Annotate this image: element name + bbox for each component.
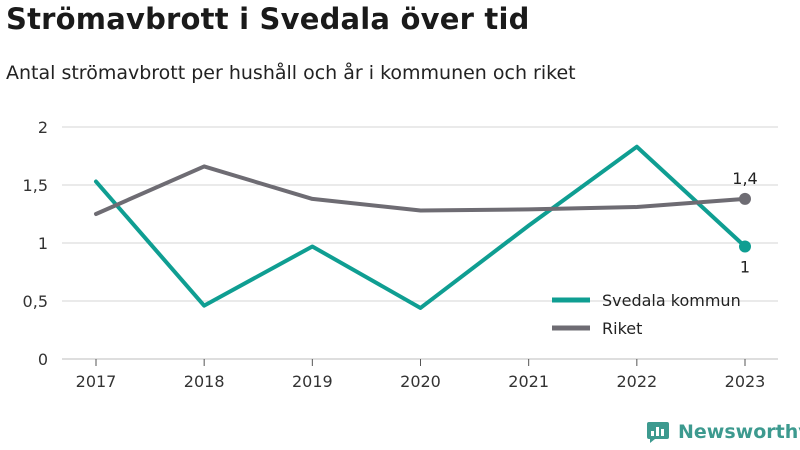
x-tick-label: 2017 bbox=[76, 372, 117, 391]
x-axis: 2017 2018 2019 2020 2021 2022 2023 bbox=[76, 359, 766, 391]
y-tick-label: 0,5 bbox=[23, 292, 48, 311]
end-label-svedala-kommun: 1 bbox=[740, 257, 750, 276]
x-tick-label: 2019 bbox=[292, 372, 333, 391]
series-end-point-riket bbox=[739, 192, 751, 205]
newsworthy-logo[interactable]: Newsworthy bbox=[646, 420, 800, 444]
end-label-riket: 1,4 bbox=[732, 169, 757, 188]
y-tick-label: 1,5 bbox=[23, 176, 48, 195]
x-tick-label: 2023 bbox=[725, 372, 766, 391]
y-axis-ticks: 0 0,5 1 1,5 2 bbox=[23, 118, 48, 369]
y-tick-label: 1 bbox=[38, 234, 48, 253]
series-end-point-svedala-kommun bbox=[739, 240, 751, 253]
legend-label-svedala-kommun: Svedala kommun bbox=[602, 291, 741, 310]
y-tick-label: 0 bbox=[38, 350, 48, 369]
chart-subtitle: Antal strömavbrott per hushåll och år i … bbox=[6, 62, 576, 84]
gridlines bbox=[62, 126, 778, 360]
chart-title: Strömavbrott i Svedala över tid bbox=[6, 2, 530, 36]
x-tick-label: 2020 bbox=[400, 372, 441, 391]
y-tick-label: 2 bbox=[38, 118, 48, 137]
end-labels: 11,4 bbox=[732, 169, 757, 277]
series-line-svedala-kommun bbox=[94, 144, 747, 310]
x-tick-label: 2021 bbox=[508, 372, 549, 391]
series-lines bbox=[94, 144, 751, 310]
x-tick-label: 2022 bbox=[616, 372, 657, 391]
legend-label-riket: Riket bbox=[602, 319, 642, 338]
newsworthy-icon bbox=[647, 422, 669, 443]
series-line-riket bbox=[94, 164, 747, 216]
x-tick-label: 2018 bbox=[184, 372, 225, 391]
legend: Svedala kommun Riket bbox=[552, 291, 741, 338]
brand-name: Newsworthy bbox=[678, 421, 800, 443]
